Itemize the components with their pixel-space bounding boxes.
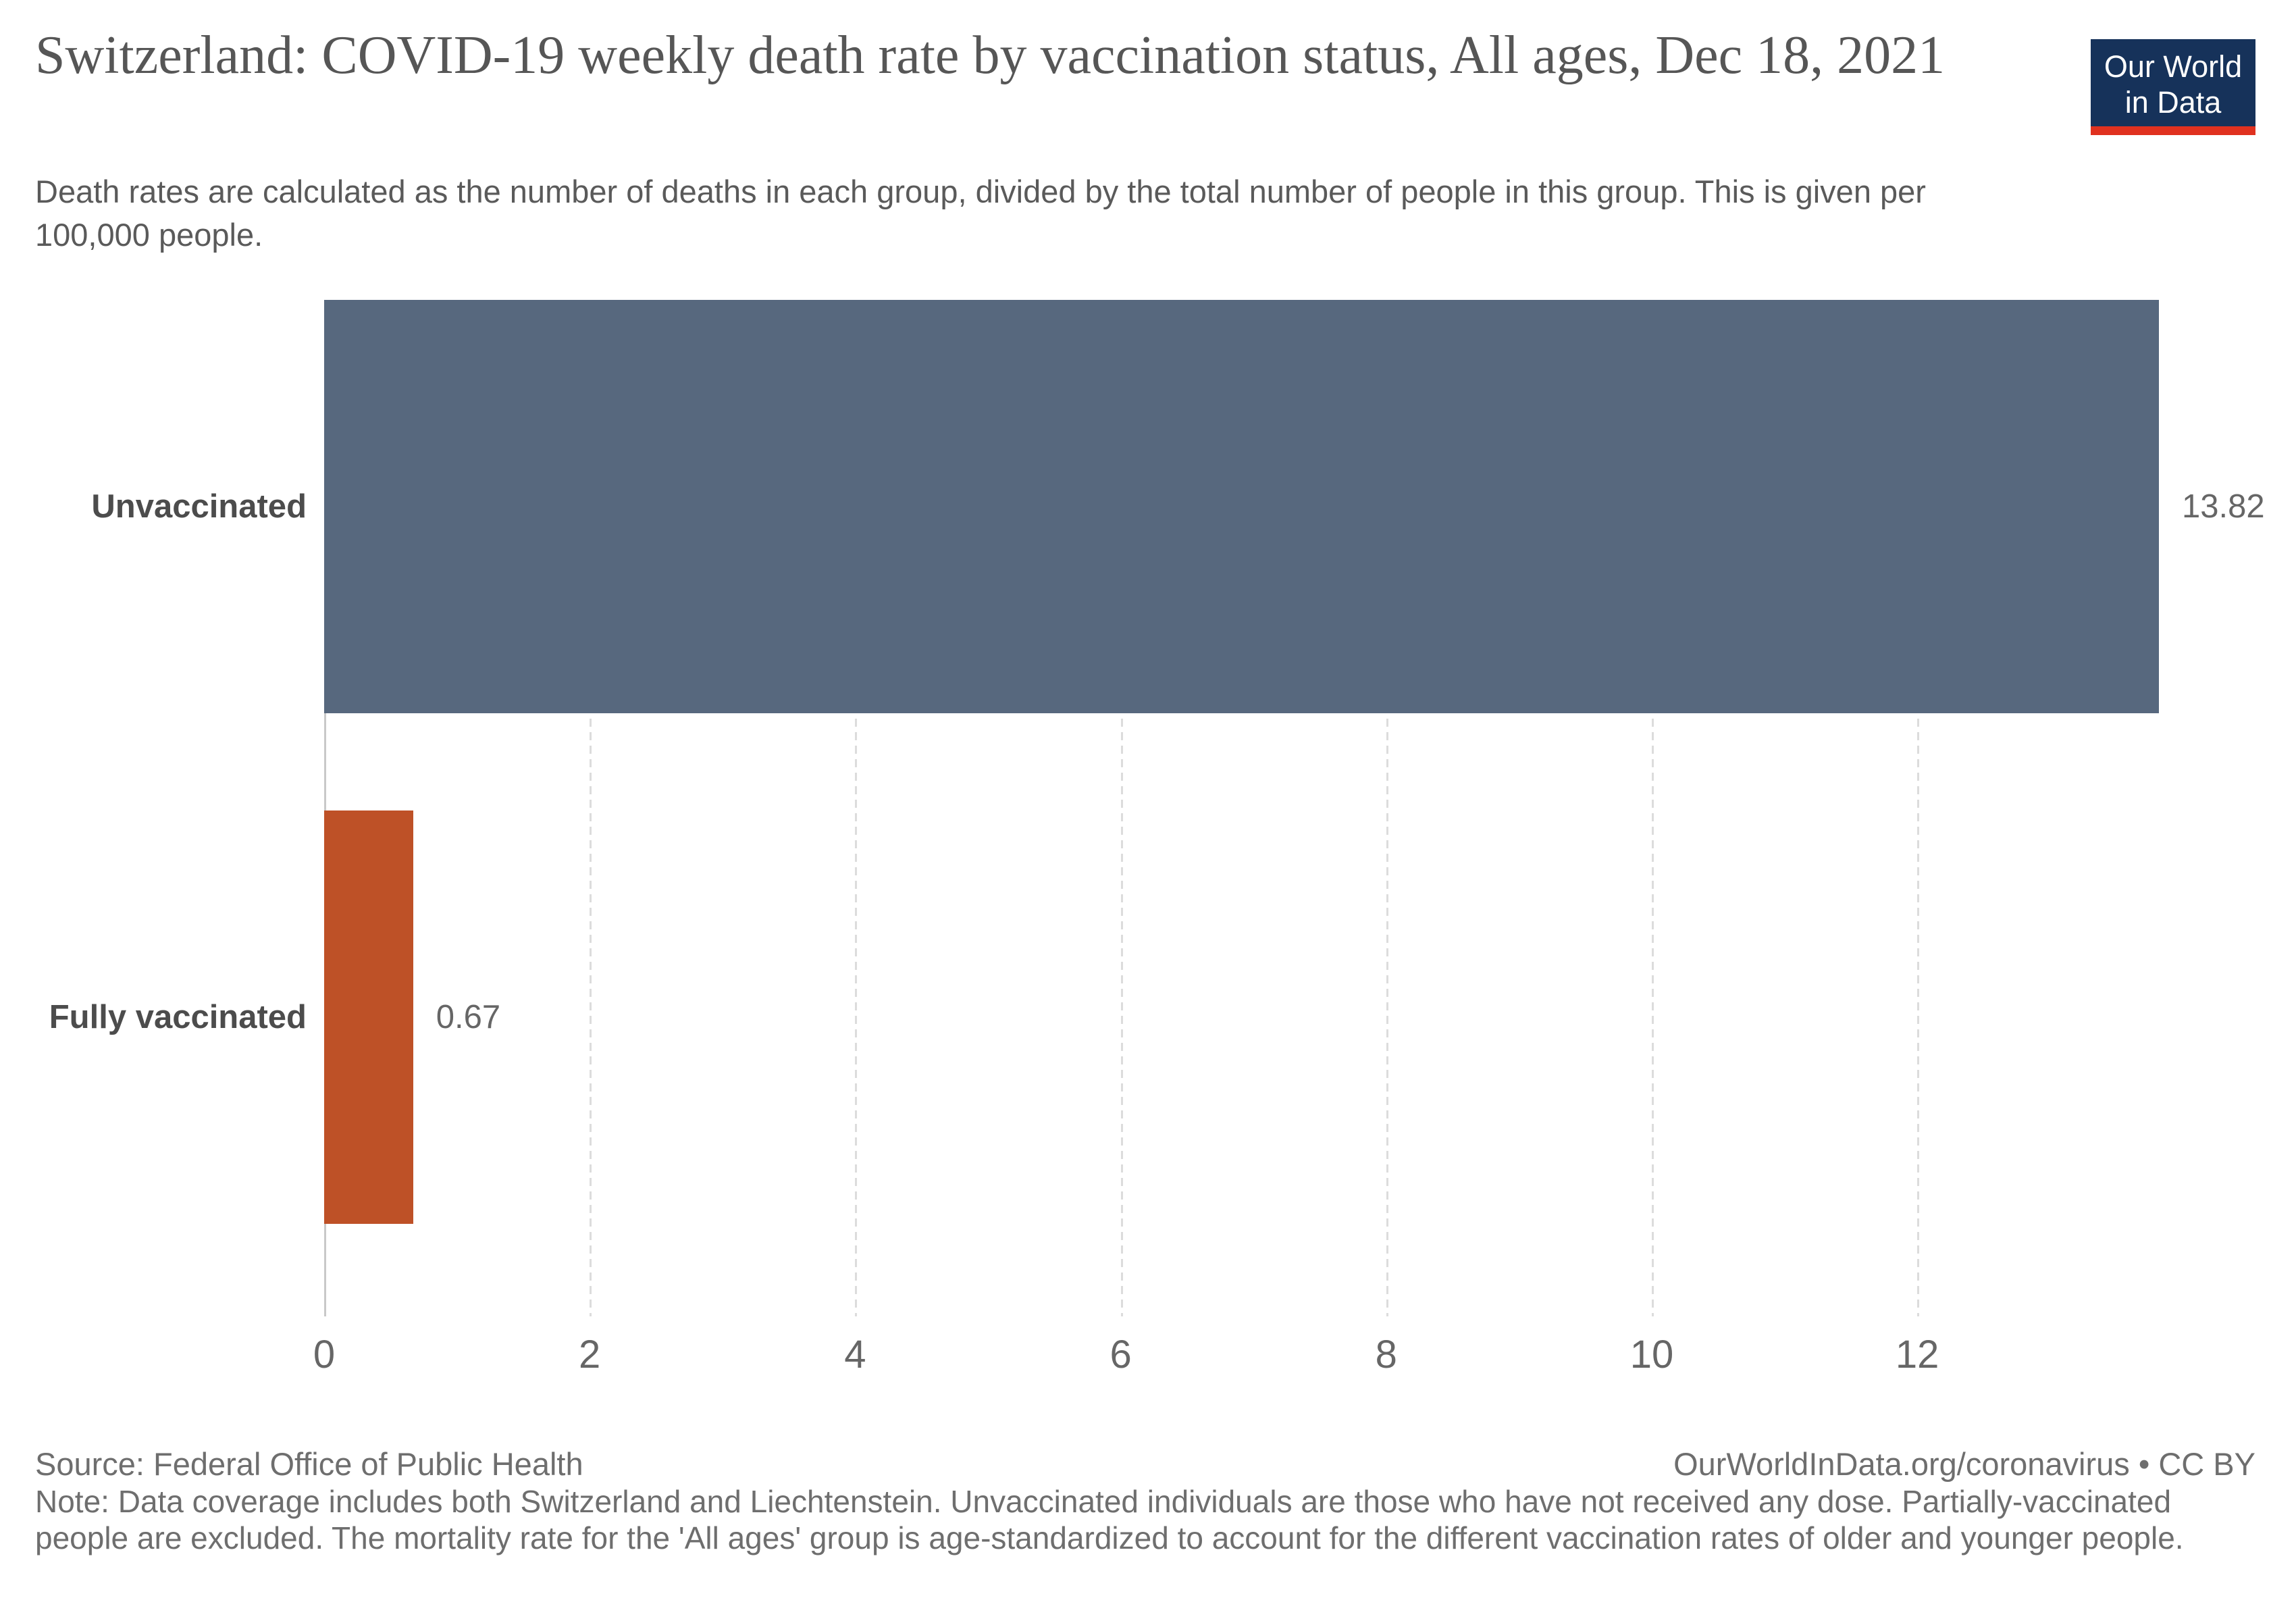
x-tick-label-0: 0 <box>313 1333 336 1376</box>
x-axis-zero-line <box>324 300 326 1316</box>
x-tick-label-10: 10 <box>1629 1333 1674 1376</box>
bar-fully-vaccinated <box>324 810 413 1224</box>
owid-logo[interactable]: Our World in Data <box>2091 39 2255 135</box>
bar-unvaccinated <box>324 300 2159 713</box>
gridline-x-10 <box>1652 300 1654 1316</box>
owid-logo-text: Our World in Data <box>2091 49 2255 120</box>
owid-logo-line2: in Data <box>2124 85 2222 120</box>
chart-subtitle: Death rates are calculated as the number… <box>35 174 1926 253</box>
source-text: Source: Federal Office of Public Health <box>35 1446 583 1482</box>
x-tick-label-8: 8 <box>1375 1333 1397 1376</box>
gridline-x-8 <box>1386 300 1388 1316</box>
chart-title: Switzerland: COVID-19 weekly death rate … <box>35 26 1946 85</box>
gridline-x-4 <box>855 300 858 1316</box>
gridline-x-2 <box>590 300 592 1316</box>
x-tick-label-6: 6 <box>1110 1333 1132 1376</box>
plot-area <box>324 300 2289 1322</box>
gridline-x-12 <box>1917 300 1920 1316</box>
attribution-link[interactable]: OurWorldInData.org/coronavirus • CC BY <box>1673 1446 2255 1482</box>
owid-logo-line1: Our World <box>2104 49 2243 84</box>
x-tick-label-4: 4 <box>844 1333 866 1376</box>
x-tick-label-12: 12 <box>1895 1333 1939 1376</box>
value-label-fully-vaccinated: 0.67 <box>436 999 501 1035</box>
category-label-unvaccinated: Unvaccinated <box>91 488 307 525</box>
note-text: Note: Data coverage includes both Switze… <box>35 1484 2184 1555</box>
value-label-unvaccinated: 13.82 <box>2182 488 2265 525</box>
gridline-x-6 <box>1120 300 1123 1316</box>
owid-logo-red-bar <box>2091 126 2255 135</box>
x-tick-label-2: 2 <box>579 1333 601 1376</box>
category-label-fully-vaccinated: Fully vaccinated <box>49 999 307 1035</box>
